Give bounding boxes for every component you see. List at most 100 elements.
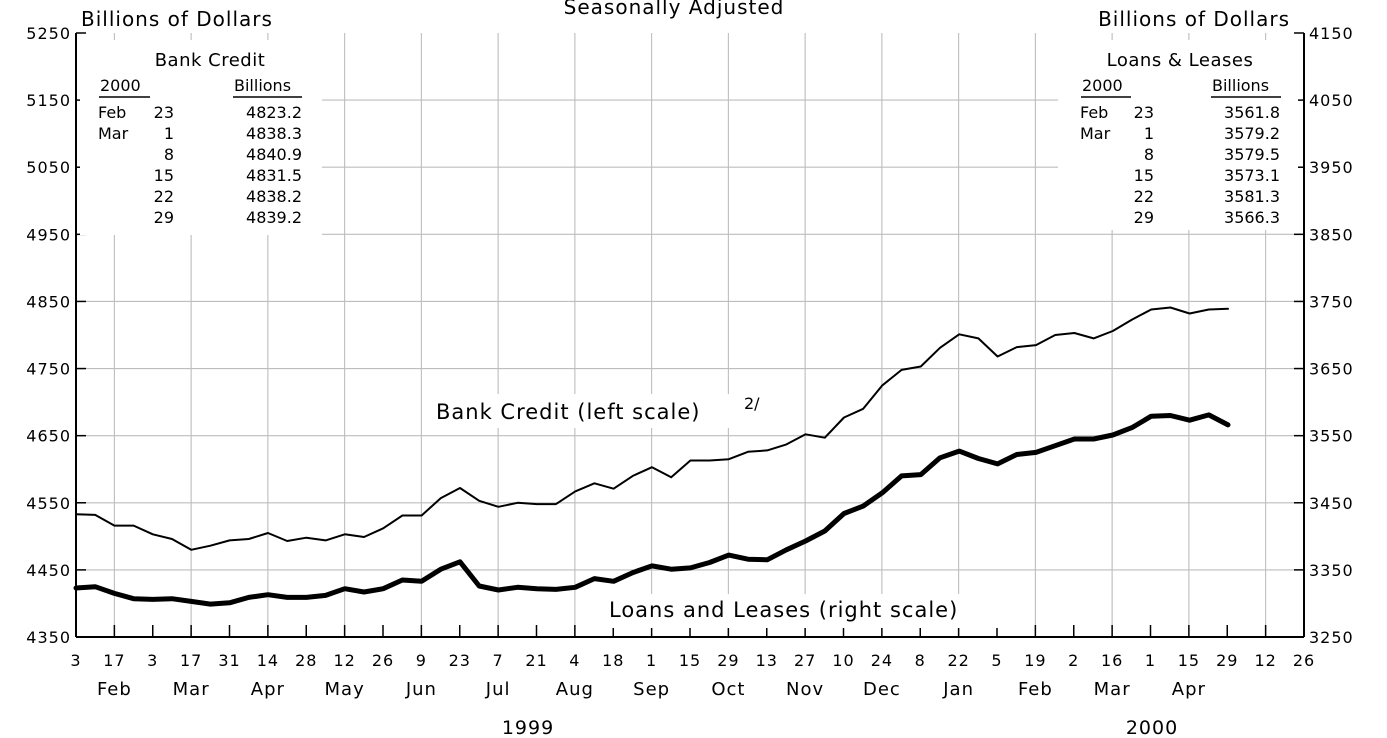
loans-row-day: 15	[1134, 166, 1154, 185]
bank-credit-series-label: Bank Credit (left scale)	[436, 400, 700, 424]
x-tick-label: 1	[646, 651, 657, 670]
loans-row-value: 3579.2	[1224, 124, 1280, 143]
x-tick-label: 7	[493, 651, 504, 670]
x-tick-label: 3	[147, 651, 158, 670]
year-label-2000: 2000	[1126, 717, 1178, 738]
x-tick-label: 19	[1024, 651, 1046, 670]
x-tick-label: 18	[602, 651, 624, 670]
right-y-tick-label: 3950	[1309, 158, 1354, 177]
x-month-label: Jan	[942, 679, 974, 700]
right-y-tick-label: 3650	[1309, 360, 1354, 379]
right-y-tick-label: 3250	[1309, 628, 1354, 647]
x-tick-label: 2	[1068, 651, 1079, 670]
loans-box-title: Loans & Leases	[1107, 50, 1254, 71]
bank-credit-row-value: 4838.2	[246, 187, 302, 206]
x-tick-label: 31	[218, 651, 240, 670]
x-month-label: Apr	[251, 679, 285, 700]
bank-credit-row-day: 1	[164, 124, 174, 143]
x-month-label: Jun	[405, 679, 437, 700]
bank-credit-row-day: 23	[154, 103, 174, 122]
x-month-label: Feb	[97, 679, 132, 700]
x-tick-label: 16	[1101, 651, 1123, 670]
bank-credit-row-value: 4831.5	[246, 166, 302, 185]
x-tick-label: 3	[70, 651, 81, 670]
x-tick-label: 12	[333, 651, 355, 670]
year-label-1999: 1999	[502, 717, 554, 738]
x-tick-label: 12	[1254, 651, 1276, 670]
x-month-label: Apr	[1172, 679, 1206, 700]
bank-credit-row-value: 4823.2	[246, 103, 302, 122]
x-month-label: May	[325, 679, 365, 700]
right-y-tick-label: 4050	[1309, 91, 1354, 110]
x-month-label: Jul	[485, 679, 511, 700]
bank-credit-box-background	[80, 40, 322, 235]
right-y-tick-label: 3450	[1309, 494, 1354, 513]
x-month-label: Mar	[1094, 679, 1131, 700]
loans-row-day: 22	[1134, 187, 1154, 206]
loans-box-rows: Feb 23 3561.8 Mar 1 3579.2 8 3579.5 15 3573.1 22 35…	[1080, 103, 1280, 227]
x-tick-label: 15	[679, 651, 701, 670]
right-axis-unit-label: Billions of Dollars	[1098, 7, 1290, 31]
loans-and-leases-series-line	[73, 412, 1231, 607]
loans-row-month: Mar	[1080, 124, 1111, 143]
x-tick-label: 23	[449, 651, 471, 670]
y-axis-ticks: 4350 4450 4550 4650 4750 4850 4950 5050 5150 5250…	[26, 24, 1354, 647]
x-tick-label: 17	[103, 651, 125, 670]
x-tick-label: 17	[180, 651, 202, 670]
bank-credit-box-title: Bank Credit	[155, 50, 266, 71]
bank-credit-row-day: 15	[154, 166, 174, 185]
bank-credit-footnote: 2/	[744, 394, 760, 413]
loans-row-value: 3579.5	[1224, 145, 1280, 164]
left-y-tick-label: 4450	[26, 561, 71, 580]
right-y-tick-label: 3850	[1309, 225, 1354, 244]
x-tick-label: 14	[257, 651, 279, 670]
bank-credit-box: Bank Credit 2000 Billions Feb 23 4823.2 Mar…	[80, 40, 322, 235]
loans-row-month: Feb	[1080, 103, 1108, 122]
bank-credit-row-day: 29	[154, 208, 174, 227]
x-month-label: Nov	[786, 679, 824, 700]
x-tick-label: 15	[1178, 651, 1200, 670]
x-tick-label: 13	[756, 651, 778, 670]
bank-credit-row-month: Feb	[98, 103, 126, 122]
bank-credit-box-col2-header: Billions	[234, 76, 291, 95]
loans-box: Loans & Leases 2000 Billions Feb 23 3561.8…	[1058, 40, 1298, 230]
x-tick-label: 27	[794, 651, 816, 670]
x-month-label: Oct	[711, 679, 745, 700]
loans-row-value: 3561.8	[1224, 103, 1280, 122]
x-month-label: Mar	[173, 679, 210, 700]
x-month-label: Aug	[556, 679, 594, 700]
left-axis-unit-label: Billions of Dollars	[81, 7, 273, 31]
x-axis-ticks: 3 17 3 17 31 14 28 12 26 9 23 7 21 4 18 1 15 29 13 27 10 24 8 2…	[70, 625, 1315, 700]
x-tick-label: 5	[991, 651, 1002, 670]
x-tick-label: 24	[871, 651, 893, 670]
bank-credit-row-value: 4840.9	[246, 145, 302, 164]
loans-row-value: 3581.3	[1224, 187, 1280, 206]
x-month-label: Dec	[863, 679, 901, 700]
loans-row-day: 1	[1144, 124, 1154, 143]
x-tick-label: 29	[1216, 651, 1238, 670]
loans-row-day: 23	[1134, 103, 1154, 122]
x-tick-label: 21	[525, 651, 547, 670]
left-y-tick-label: 4650	[26, 427, 71, 446]
x-tick-label: 26	[1293, 651, 1315, 670]
bank-credit-box-col1-header: 2000	[100, 76, 141, 95]
bank-credit-row-day: 22	[154, 187, 174, 206]
chart-subtitle: Seasonally Adjusted	[564, 0, 785, 19]
right-y-tick-label: 3350	[1309, 561, 1354, 580]
bank-credit-box-rows: Feb 23 4823.2 Mar 1 4838.3 8 4840.9 15 4831.5 22 48…	[98, 103, 302, 227]
left-y-tick-label: 5250	[26, 24, 71, 43]
loans-row-value: 3573.1	[1224, 166, 1280, 185]
loans-row-day: 8	[1144, 145, 1154, 164]
x-tick-label: 22	[947, 651, 969, 670]
loans-series-label: Loans and Leases (right scale)	[609, 598, 958, 622]
bank-credit-row-month: Mar	[98, 124, 129, 143]
series-lines	[73, 306, 1231, 607]
bank-credit-series-line	[75, 306, 1229, 551]
x-tick-label: 1	[1145, 651, 1156, 670]
left-y-tick-label: 4750	[26, 360, 71, 379]
x-tick-label: 29	[717, 651, 739, 670]
bank-credit-row-day: 8	[164, 145, 174, 164]
loans-row-value: 3566.3	[1224, 208, 1280, 227]
x-tick-label: 26	[372, 651, 394, 670]
